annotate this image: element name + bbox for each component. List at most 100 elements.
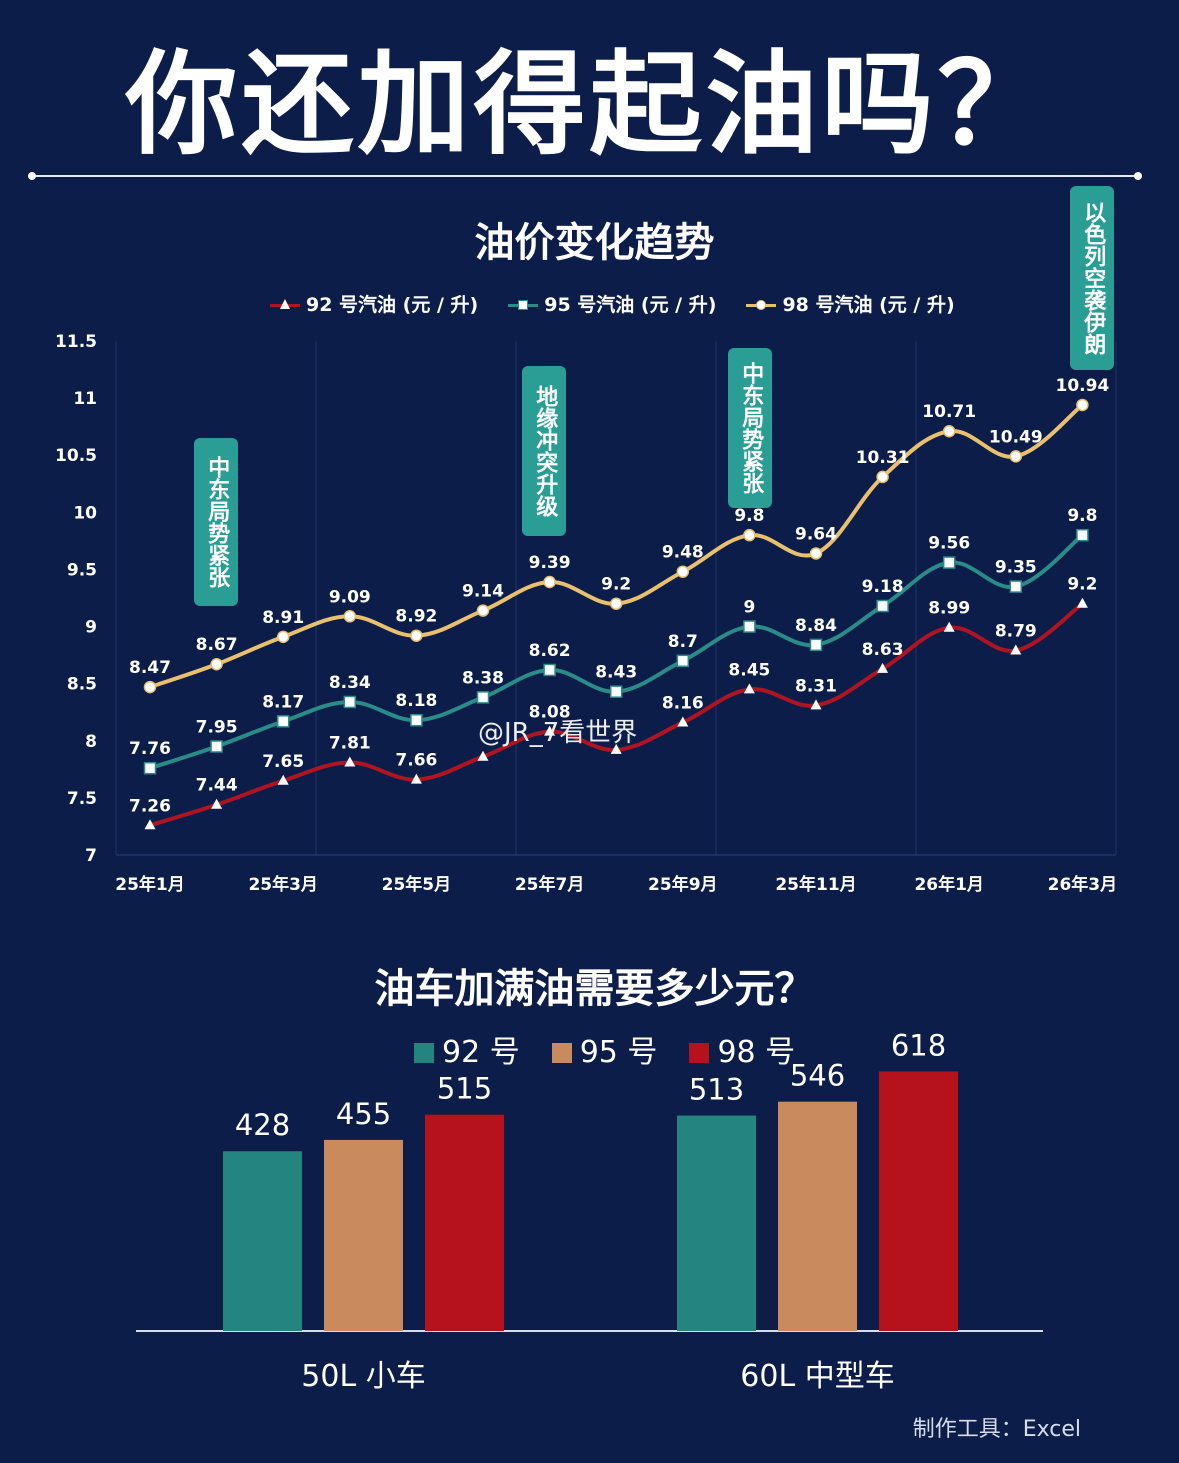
data-point: [1010, 644, 1022, 655]
bar-legend-item-98: 98 号: [689, 1033, 795, 1073]
series-line: [148, 601, 1085, 828]
x-tick-label: 25年9月: [648, 874, 718, 895]
bar-value-label: 428: [235, 1108, 290, 1142]
y-tick-label: 7.5: [67, 789, 97, 809]
series-line: [148, 402, 1085, 690]
line-chart-title: 油价变化趋势: [474, 220, 715, 266]
data-point: [876, 599, 889, 613]
data-point: [1009, 580, 1023, 593]
bar-value-label: 455: [336, 1097, 391, 1131]
data-point: [809, 547, 823, 560]
data-label: 8.7: [668, 632, 698, 652]
data-point: [343, 695, 357, 709]
bar: [223, 1151, 302, 1331]
data-point: [743, 683, 755, 694]
data-label: 9: [743, 598, 755, 618]
bar-chart-legend: 92 号 95 号 98 号: [414, 1033, 795, 1073]
line-chart-legend: 92 号汽油 (元 / 升) 95 号汽油 (元 / 升) 98 号汽油 (元 …: [270, 290, 955, 320]
data-point: [476, 691, 490, 704]
data-label: 8.62: [529, 641, 571, 661]
data-label: 8.08: [529, 703, 571, 723]
line-chart: 7 7.5 8 8.5 9 9.5 10 10.5 11 11.5 25年1月 25年3月 25年5月 2…: [55, 332, 1118, 895]
data-label: 10.31: [856, 448, 910, 468]
y-tick-label: 9: [85, 618, 97, 638]
data-point: [1076, 597, 1088, 608]
data-point: [942, 424, 956, 438]
x-tick-label: 26年3月: [1048, 874, 1118, 895]
legend-label-95: 95 号汽油 (元 / 升): [544, 294, 717, 316]
tool-note: 制作工具：Excel: [912, 1417, 1081, 1442]
bar-value-label: 618: [891, 1028, 946, 1062]
bar-legend-label-98: 98 号: [717, 1035, 796, 1070]
data-label: 8.45: [728, 660, 770, 680]
y-tick-label: 9.5: [67, 560, 97, 580]
data-label: 8.18: [395, 691, 437, 711]
data-point: [344, 756, 356, 767]
bar: [677, 1115, 756, 1331]
y-tick-label: 11: [73, 389, 97, 409]
title-divider: [28, 172, 1142, 180]
legend-swatch-95: [508, 298, 539, 312]
data-label: 7.76: [129, 739, 171, 759]
data-point: [410, 629, 423, 642]
data-point: [543, 575, 556, 589]
category-label: 60L 中型车: [740, 1359, 894, 1394]
data-label: 7.95: [196, 717, 238, 737]
legend-label-98: 98 号汽油 (元 / 升): [782, 294, 955, 316]
bar: [879, 1071, 958, 1331]
y-tick-label: 8: [85, 732, 97, 752]
x-tick-label: 25年7月: [515, 874, 585, 895]
data-point: [676, 654, 690, 668]
y-tick-label: 10: [73, 503, 97, 523]
data-point: [810, 699, 822, 710]
data-label: 8.67: [196, 635, 238, 655]
data-point: [477, 750, 489, 761]
data-label: 10.71: [922, 402, 976, 422]
data-label: 9.48: [662, 543, 704, 563]
bar-legend-label-92: 92 号: [442, 1035, 520, 1070]
event-annotation-1: 中东局势紧张: [194, 438, 238, 606]
data-label: 8.79: [995, 622, 1037, 642]
legend-item-95: 95 号汽油 (元 / 升): [508, 290, 716, 320]
data-label: 9.14: [462, 582, 504, 602]
series-92: 7.26 7.44 7.65 7.81 7.66 8.08 8.16 8.45 8.31 8.63…: [129, 575, 1097, 830]
data-label: 9.35: [995, 558, 1037, 578]
data-label: 8.31: [795, 676, 837, 696]
data-point: [276, 715, 290, 728]
data-label: 8.99: [928, 599, 970, 619]
data-point: [410, 773, 422, 784]
data-point: [1076, 398, 1089, 412]
legend-label-92: 92 号汽油 (元 / 升): [306, 294, 479, 316]
data-label: 8.63: [862, 640, 904, 660]
bar-legend-swatch-98: [689, 1043, 710, 1063]
series-95: 7.767.958.178.348.188.388.628.438.798.84…: [129, 506, 1097, 775]
data-label: 8.16: [662, 694, 704, 714]
x-tick-label: 25年11月: [775, 874, 856, 895]
data-label: 8.84: [795, 616, 837, 636]
x-tick-label: 25年3月: [248, 874, 318, 895]
data-label: 8.43: [595, 663, 637, 683]
data-point: [276, 630, 290, 644]
bar-legend-item-95: 95 号: [551, 1033, 658, 1073]
data-label: 7.66: [395, 751, 437, 771]
bar-legend-label-95: 95 号: [579, 1035, 658, 1070]
bar-value-label: 546: [790, 1059, 845, 1093]
legend-item-98: 98 号汽油 (元 / 升): [746, 290, 955, 320]
y-tick-label: 10.5: [55, 446, 97, 466]
data-point: [809, 638, 823, 652]
data-label: 9.18: [862, 577, 904, 597]
data-label: 9.8: [734, 506, 764, 526]
series-98: 8.47 8.67 8.91 9.09 8.92 9.14 9.39 9.2 9.48 9.8 9.…: [129, 376, 1109, 694]
data-point: [877, 662, 889, 673]
main-title: 你还加得起油吗？: [125, 40, 1054, 170]
bar-legend-swatch-95: [551, 1043, 572, 1063]
data-label: 9.2: [1067, 575, 1097, 595]
data-label: 9.2: [601, 575, 631, 595]
data-point: [1076, 528, 1089, 542]
data-point: [410, 713, 423, 727]
data-point: [676, 565, 690, 578]
data-label: 9.8: [1067, 506, 1097, 526]
data-point: [210, 740, 223, 753]
data-point: [343, 610, 357, 623]
data-label: 8.17: [262, 692, 304, 712]
